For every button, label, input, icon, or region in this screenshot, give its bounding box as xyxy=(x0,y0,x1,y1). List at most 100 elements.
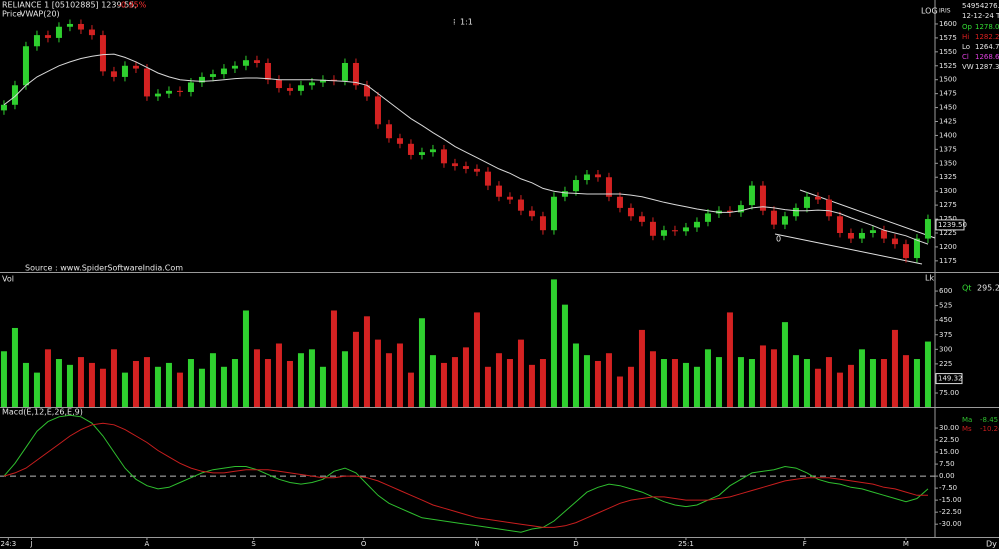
volume-bar xyxy=(264,359,271,407)
candle-body xyxy=(792,207,799,217)
candle-body xyxy=(671,230,678,232)
volume-bar xyxy=(616,376,623,407)
y-tick-label: 7.50 xyxy=(939,460,955,468)
candle-body xyxy=(781,216,788,225)
volume-bar xyxy=(11,327,18,407)
lock[interactable]: Lk xyxy=(925,274,934,283)
volume-bar xyxy=(363,316,370,407)
info-value: 1287.30 xyxy=(975,63,999,71)
ratio-icon[interactable]: ⁞ xyxy=(453,18,456,27)
candle-body xyxy=(473,168,480,172)
volume-bar xyxy=(517,339,524,407)
candle-body xyxy=(495,185,502,197)
volume-bar xyxy=(550,279,557,407)
log-toggle[interactable]: LOG xyxy=(921,7,938,16)
volume-bar xyxy=(495,353,502,407)
x-tick-label: 25:1 xyxy=(678,540,694,548)
volume-reading: 295.23 xyxy=(977,284,999,293)
volume-bar xyxy=(539,359,546,407)
info-value: 1268.65 xyxy=(975,53,999,61)
volume-bar xyxy=(286,360,293,407)
y-tick-label: -7.50 xyxy=(939,484,957,492)
volume-bar xyxy=(792,355,799,407)
y-tick-label: 525 xyxy=(939,302,952,310)
volume-bar xyxy=(594,360,601,407)
x-tick-label: F xyxy=(803,540,807,548)
candle-body xyxy=(682,227,689,232)
ratio[interactable]: 1:1 xyxy=(460,18,473,27)
candle-body xyxy=(572,180,579,192)
info-date: 12-12-24 Th xyxy=(962,12,999,20)
x-tick-label: M xyxy=(903,540,909,548)
candle-body xyxy=(770,210,777,225)
volume-bar xyxy=(583,355,590,407)
volume-bar xyxy=(374,339,381,407)
y-tick-label: 1575 xyxy=(939,34,957,42)
volume-bar xyxy=(451,357,458,407)
y-tick-label: 1425 xyxy=(939,118,957,126)
y-tick-label: 22.50 xyxy=(939,436,959,444)
volume-bar xyxy=(209,353,216,407)
candle-body xyxy=(55,26,62,38)
y-tick-label: 300 xyxy=(939,345,952,353)
volume-bar xyxy=(275,343,282,407)
x-tick-label: J xyxy=(29,540,32,548)
candle-body xyxy=(66,23,73,27)
candle-body xyxy=(154,93,161,97)
volume-bar xyxy=(759,345,766,407)
candle-body xyxy=(847,232,854,239)
candle-body xyxy=(616,196,623,208)
volume-bar xyxy=(924,341,931,407)
source: Source : www.SpiderSoftwareIndia.Com xyxy=(25,264,183,273)
y-tick-label: 1250 xyxy=(939,215,957,223)
x-tick-label: N xyxy=(474,540,479,548)
symbol-title: RELIANCE 1 [05102885] 1239.55, xyxy=(2,1,137,10)
candle-body xyxy=(924,219,931,239)
volume-bar xyxy=(473,312,480,407)
trend-line xyxy=(774,233,923,265)
y-tick-label: 1300 xyxy=(939,187,957,195)
candle-body xyxy=(264,62,271,80)
candle-body xyxy=(506,196,513,200)
volume-bar xyxy=(253,349,260,407)
candle-body xyxy=(440,149,447,164)
y-tick-label: 0.00 xyxy=(939,472,955,480)
marker: 0 xyxy=(776,235,781,244)
info-label: Hi xyxy=(962,33,969,41)
y-tick-label: 1325 xyxy=(939,173,957,181)
volume-bar xyxy=(297,353,304,407)
volume-bar xyxy=(110,349,117,407)
candle-body xyxy=(330,79,337,81)
candle-body xyxy=(869,230,876,233)
price-change: -0.95% xyxy=(118,1,147,10)
period[interactable]: Dy xyxy=(986,540,997,549)
candle-body xyxy=(858,232,865,239)
candle-body xyxy=(132,65,139,69)
candle-body xyxy=(319,79,326,83)
volume-bar xyxy=(33,372,40,407)
y-tick-label: 1275 xyxy=(939,201,957,209)
candle-body xyxy=(407,143,414,155)
info-label: Lo xyxy=(962,43,970,51)
volume-bar xyxy=(682,362,689,407)
candle-body xyxy=(176,90,183,92)
candle-body xyxy=(594,174,601,178)
candle-body xyxy=(143,68,150,97)
y-tick-label: 375 xyxy=(939,331,952,339)
cursor-box xyxy=(935,219,965,231)
volume-bar xyxy=(748,359,755,407)
volume-bar xyxy=(781,322,788,407)
candle-body xyxy=(825,199,832,217)
candle-body xyxy=(836,216,843,233)
y-tick-label: 1200 xyxy=(939,243,957,251)
volume-bar xyxy=(715,357,722,407)
volume-bar xyxy=(352,331,359,407)
candle-body xyxy=(880,230,887,239)
volume-bar xyxy=(660,359,667,407)
candle-body xyxy=(385,124,392,139)
candle-body xyxy=(418,152,425,155)
x-tick-label: O xyxy=(361,540,367,548)
candle-body xyxy=(517,199,524,211)
x-tick-label: D xyxy=(573,540,578,548)
